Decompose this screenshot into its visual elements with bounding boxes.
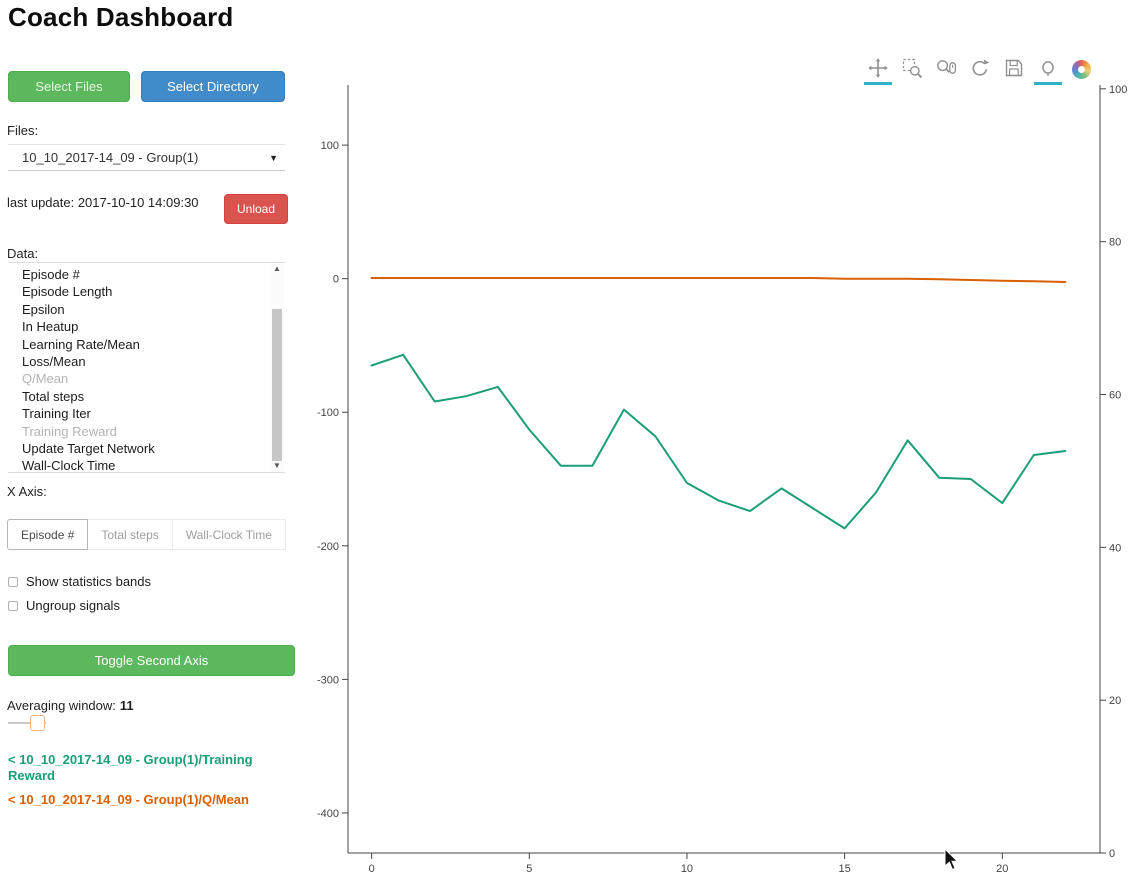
svg-text:-400: -400 bbox=[317, 808, 339, 820]
toggle-second-axis-button[interactable]: Toggle Second Axis bbox=[8, 645, 295, 676]
data-list-item[interactable]: Wall-Clock Time bbox=[22, 458, 116, 473]
svg-text:-100: -100 bbox=[317, 407, 339, 419]
x-axis-button-group: Episode # Total steps Wall-Clock Time bbox=[7, 519, 286, 550]
svg-text:5: 5 bbox=[526, 863, 532, 875]
data-list-item[interactable]: Update Target Network bbox=[22, 441, 155, 457]
chevron-down-icon: ▼ bbox=[269, 153, 278, 163]
legend-item[interactable]: < 10_10_2017-14_09 - Group(1)/Training R… bbox=[8, 752, 253, 783]
data-list-item[interactable]: Episode # bbox=[22, 267, 80, 282]
data-list-item[interactable]: Q/Mean bbox=[22, 371, 69, 387]
x-axis-option-button[interactable]: Episode # bbox=[7, 519, 89, 550]
data-list-item[interactable]: Learning Rate/Mean bbox=[22, 336, 140, 352]
line-chart[interactable]: 0 5 10 15 20 100 0 -100 -200 -300 -400 100 80 60 40 20 0 bbox=[300, 30, 1142, 881]
data-signal-list[interactable]: Episode # Episode Length Epsilon In Heatup L… bbox=[8, 262, 285, 473]
averaging-window-row: Averaging window: 11 bbox=[7, 698, 134, 713]
files-label: Files: bbox=[7, 123, 39, 138]
last-update-text: last update: 2017-10-10 14:09:30 bbox=[7, 195, 199, 210]
data-list-item[interactable]: In Heatup bbox=[22, 319, 79, 335]
data-list-item[interactable]: Total steps bbox=[22, 388, 85, 404]
svg-text:20: 20 bbox=[1109, 695, 1121, 707]
data-list-item[interactable]: Training Iter bbox=[22, 406, 91, 422]
legend-item[interactable]: < 10_10_2017-14_09 - Group(1)/Q/Mean bbox=[8, 792, 249, 807]
page-title: Coach Dashboard bbox=[8, 2, 234, 32]
svg-text:20: 20 bbox=[996, 863, 1008, 875]
checkbox[interactable] bbox=[8, 600, 18, 611]
scrollbar-thumb[interactable] bbox=[272, 309, 282, 461]
svg-text:60: 60 bbox=[1109, 389, 1121, 401]
mouse-cursor bbox=[944, 849, 959, 871]
svg-text:-200: -200 bbox=[317, 541, 339, 553]
box-zoom-tool-icon[interactable] bbox=[898, 54, 926, 85]
checkbox-row: Show statistics bands bbox=[8, 574, 151, 589]
select-files-button[interactable]: Select Files bbox=[8, 71, 130, 102]
svg-text:10: 10 bbox=[681, 863, 693, 875]
x-axis-option-button[interactable]: Total steps bbox=[87, 519, 173, 550]
averaging-window-label: Averaging window: bbox=[7, 698, 116, 713]
files-dropdown-value: 10_10_2017-14_09 - Group(1) bbox=[22, 150, 199, 165]
files-dropdown[interactable]: 10_10_2017-14_09 - Group(1) ▼ bbox=[8, 144, 285, 171]
pan-tool-icon[interactable] bbox=[864, 54, 892, 85]
hover-tool-icon[interactable] bbox=[1034, 54, 1062, 85]
reset-tool-icon[interactable] bbox=[966, 54, 994, 85]
svg-text:80: 80 bbox=[1109, 237, 1121, 249]
svg-text:15: 15 bbox=[838, 863, 850, 875]
x-axis-option-button[interactable]: Wall-Clock Time bbox=[171, 519, 286, 550]
series-left bbox=[370, 277, 1067, 283]
scroll-down-icon[interactable]: ▼ bbox=[273, 461, 281, 470]
checkbox-label: Ungroup signals bbox=[26, 598, 120, 613]
checkbox[interactable] bbox=[8, 576, 18, 587]
unload-button[interactable]: Unload bbox=[224, 194, 288, 224]
scroll-up-icon[interactable]: ▲ bbox=[273, 264, 281, 273]
data-list-item[interactable]: Epsilon bbox=[22, 301, 65, 317]
svg-text:100: 100 bbox=[1109, 84, 1127, 96]
svg-text:0: 0 bbox=[369, 863, 375, 875]
svg-text:-300: -300 bbox=[317, 674, 339, 686]
data-label: Data: bbox=[7, 246, 39, 261]
checkbox-row: Ungroup signals bbox=[8, 598, 151, 613]
checkbox-group: Show statistics bands Ungroup signals bbox=[8, 574, 151, 622]
data-list-item[interactable]: Episode Length bbox=[22, 284, 113, 300]
svg-text:40: 40 bbox=[1109, 542, 1121, 554]
svg-text:0: 0 bbox=[1109, 848, 1115, 860]
wheel-zoom-tool-icon[interactable] bbox=[932, 54, 960, 85]
checkbox-label: Show statistics bands bbox=[26, 574, 152, 589]
x-axis-label: X Axis: bbox=[7, 484, 47, 499]
averaging-window-slider-track[interactable] bbox=[8, 722, 46, 724]
data-list-scrollbar[interactable]: ▲ ▼ bbox=[270, 263, 284, 472]
averaging-window-value: 11 bbox=[119, 698, 134, 713]
legend: < 10_10_2017-14_09 - Group(1)/Training R… bbox=[8, 752, 293, 816]
save-tool-icon[interactable] bbox=[1000, 54, 1028, 85]
data-list-item[interactable]: Training Reward bbox=[22, 423, 117, 439]
select-directory-button[interactable]: Select Directory bbox=[141, 71, 285, 102]
averaging-window-slider-handle[interactable] bbox=[30, 715, 45, 731]
plot-toolbar bbox=[864, 54, 1091, 85]
series-left bbox=[370, 353, 1067, 530]
svg-text:0: 0 bbox=[333, 274, 339, 286]
bokeh-logo-icon[interactable] bbox=[1072, 60, 1091, 79]
svg-text:100: 100 bbox=[321, 140, 339, 152]
data-list-item[interactable]: Loss/Mean bbox=[22, 354, 86, 370]
